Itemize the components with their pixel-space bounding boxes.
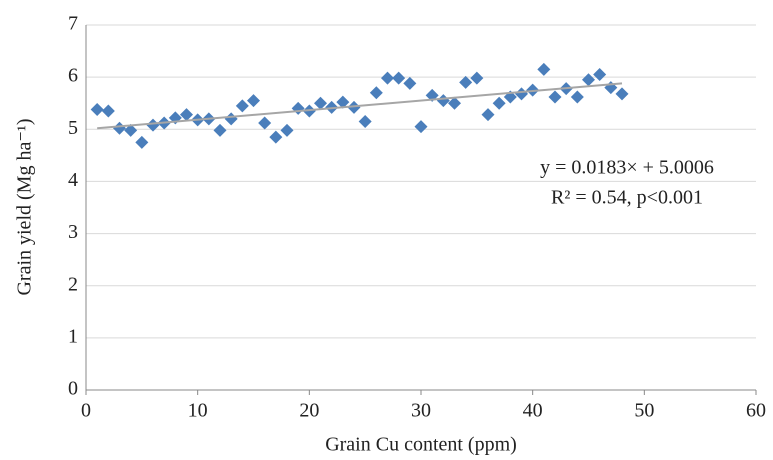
y-tick-label: 4 — [68, 169, 78, 191]
y-tick-label: 7 — [68, 13, 78, 35]
data-point — [492, 96, 506, 110]
x-tick-label: 60 — [746, 400, 766, 422]
data-point — [436, 94, 450, 108]
x-tick-label: 20 — [299, 400, 319, 422]
data-point — [570, 90, 584, 104]
y-tick-label: 6 — [68, 65, 78, 87]
data-point — [124, 123, 138, 137]
data-point — [269, 130, 283, 144]
data-point — [537, 62, 551, 76]
y-tick-label: 0 — [68, 378, 78, 400]
y-tick-label: 2 — [68, 273, 78, 295]
data-point — [213, 123, 227, 137]
data-point — [135, 135, 149, 149]
data-point — [314, 96, 327, 110]
data-point — [101, 104, 115, 118]
data-point — [291, 101, 305, 115]
data-point — [280, 123, 294, 137]
y-tick-label: 1 — [68, 325, 78, 347]
x-tick-label: 0 — [81, 400, 91, 422]
data-point — [459, 75, 473, 89]
data-point — [90, 102, 104, 116]
trendline — [97, 82, 623, 130]
data-point — [258, 116, 272, 130]
data-point — [448, 96, 461, 110]
x-tick-label: 50 — [634, 400, 654, 422]
data-point — [403, 76, 417, 90]
data-point — [481, 108, 495, 122]
data-point — [369, 86, 383, 100]
annotation: R² = 0.54, p<0.001 — [551, 187, 703, 209]
data-point — [180, 108, 193, 122]
data-point — [515, 87, 528, 101]
data-point — [224, 112, 238, 126]
data-point — [336, 95, 350, 109]
data-point — [347, 100, 361, 114]
data-point — [593, 68, 607, 82]
x-axis-label: Grain Cu content (ppm) — [325, 434, 517, 456]
x-tick-label: 40 — [523, 400, 543, 422]
y-tick-label: 5 — [68, 117, 78, 139]
data-point — [247, 94, 260, 108]
data-point — [113, 121, 126, 135]
data-point — [548, 90, 562, 104]
data-point — [146, 118, 160, 132]
data-point — [582, 73, 595, 87]
data-point — [414, 120, 428, 134]
data-point — [615, 87, 629, 101]
data-point — [470, 71, 484, 85]
data-point — [381, 71, 394, 85]
x-tick-label: 10 — [188, 400, 208, 422]
y-axis-label: Grain yield (Mg ha⁻¹) — [14, 118, 36, 295]
data-point — [358, 114, 372, 128]
data-point — [235, 99, 249, 113]
annotation: y = 0.0183× + 5.0006 — [540, 157, 714, 179]
data-point — [392, 71, 406, 85]
x-tick-label: 30 — [411, 400, 431, 422]
y-tick-label: 3 — [68, 221, 78, 243]
